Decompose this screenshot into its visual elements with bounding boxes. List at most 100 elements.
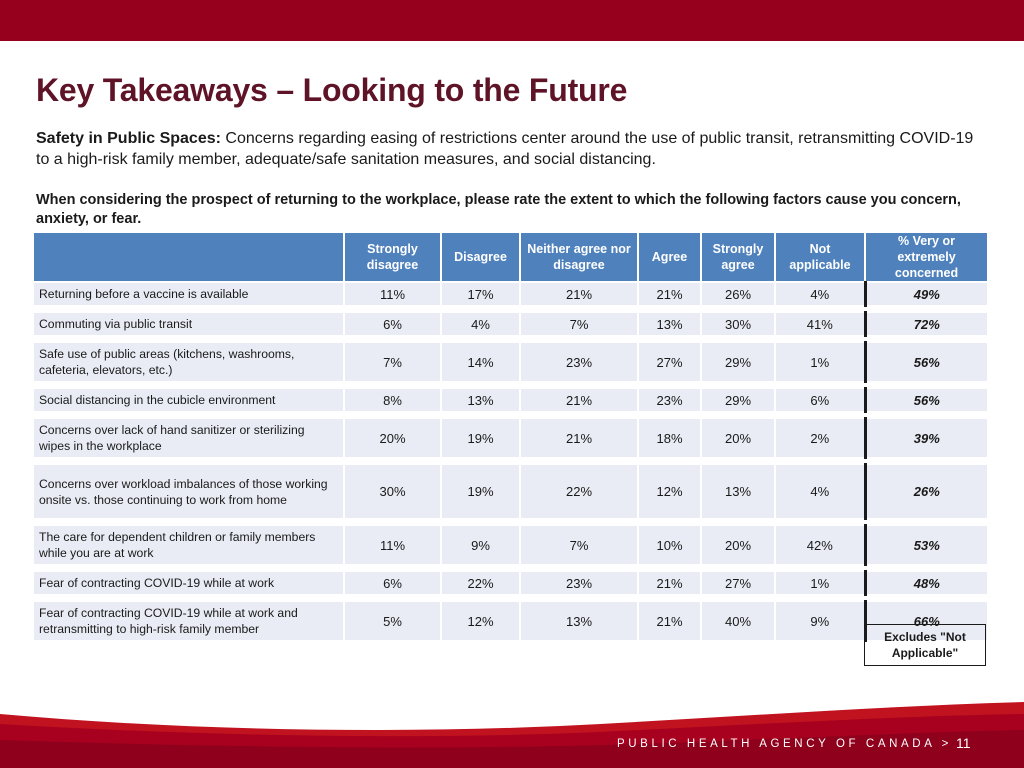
header-percent-concerned: % Very or extremely concerned xyxy=(864,231,989,283)
response-percent-cell: 6% xyxy=(343,570,442,596)
response-percent-cell: 18% xyxy=(637,417,702,459)
row-spacer xyxy=(33,519,988,525)
response-percent-cell: 12% xyxy=(637,463,702,520)
factor-label: Concerns over workload imbalances of tho… xyxy=(32,463,345,520)
table-row: Safe use of public areas (kitchens, wash… xyxy=(32,341,989,383)
response-percent-cell: 19% xyxy=(440,463,521,520)
response-percent-cell: 7% xyxy=(519,311,639,337)
table-row: Returning before a vaccine is available 1… xyxy=(32,281,989,307)
header-disagree: Disagree xyxy=(440,231,521,283)
row-spacer xyxy=(33,336,988,342)
table-row: Concerns over lack of hand sanitizer or … xyxy=(32,417,989,459)
response-percent-cell: 40% xyxy=(700,600,776,642)
row-spacer xyxy=(33,412,988,418)
response-percent-cell: 42% xyxy=(774,524,866,566)
response-percent-cell: 22% xyxy=(519,463,639,520)
response-percent-cell: 22% xyxy=(440,570,521,596)
footer-band xyxy=(0,700,1024,768)
table-row: Fear of contracting COVID-19 while at wo… xyxy=(32,600,989,642)
row-spacer-cell xyxy=(33,382,988,388)
table-row: Concerns over workload imbalances of tho… xyxy=(32,463,989,520)
percent-concerned-cell: 72% xyxy=(863,311,989,337)
factor-label: Concerns over lack of hand sanitizer or … xyxy=(32,417,345,459)
response-percent-cell: 21% xyxy=(637,570,702,596)
intro-paragraph: Safety in Public Spaces: Concerns regard… xyxy=(36,128,986,170)
factor-label: Fear of contracting COVID-19 while at wo… xyxy=(32,600,345,642)
top-brand-bar xyxy=(0,0,1024,41)
response-percent-cell: 14% xyxy=(440,341,521,383)
response-percent-cell: 21% xyxy=(637,281,702,307)
response-percent-cell: 13% xyxy=(519,600,639,642)
response-percent-cell: 2% xyxy=(774,417,866,459)
excludes-not-applicable-note: Excludes "Not Applicable" xyxy=(864,624,986,666)
factor-label: Safe use of public areas (kitchens, wash… xyxy=(32,341,345,383)
agency-name: PUBLIC HEALTH AGENCY OF CANADA > xyxy=(617,738,952,750)
response-percent-cell: 7% xyxy=(519,524,639,566)
percent-concerned-cell: 48% xyxy=(863,570,989,596)
response-percent-cell: 17% xyxy=(440,281,521,307)
header-neither: Neither agree nor disagree xyxy=(519,231,639,283)
response-percent-cell: 4% xyxy=(774,463,866,520)
row-spacer-cell xyxy=(33,412,988,418)
row-spacer-cell xyxy=(33,306,988,312)
response-percent-cell: 4% xyxy=(440,311,521,337)
row-spacer xyxy=(33,458,988,464)
response-percent-cell: 23% xyxy=(519,570,639,596)
response-percent-cell: 29% xyxy=(700,341,776,383)
row-spacer xyxy=(33,382,988,388)
response-percent-cell: 20% xyxy=(700,417,776,459)
factor-label: Returning before a vaccine is available xyxy=(32,281,345,307)
page-number: 11 xyxy=(956,735,971,751)
response-percent-cell: 13% xyxy=(700,463,776,520)
response-percent-cell: 10% xyxy=(637,524,702,566)
percent-concerned-cell: 56% xyxy=(863,387,989,413)
response-percent-cell: 6% xyxy=(774,387,866,413)
table-row: The care for dependent children or famil… xyxy=(32,524,989,566)
response-percent-cell: 21% xyxy=(519,387,639,413)
response-percent-cell: 7% xyxy=(343,341,442,383)
row-spacer-cell xyxy=(33,595,988,601)
percent-concerned-cell: 53% xyxy=(863,524,989,566)
percent-concerned-cell: 39% xyxy=(863,417,989,459)
percent-concerned-cell: 49% xyxy=(863,281,989,307)
row-spacer-cell xyxy=(33,458,988,464)
survey-question: When considering the prospect of returni… xyxy=(36,192,961,227)
row-spacer xyxy=(33,565,988,571)
footer-wave-graphic xyxy=(0,702,1024,768)
response-percent-cell: 26% xyxy=(700,281,776,307)
response-percent-cell: 6% xyxy=(343,311,442,337)
intro-label: Safety in Public Spaces: xyxy=(36,130,221,147)
response-percent-cell: 13% xyxy=(637,311,702,337)
table-row: Commuting via public transit 6% 4% 7% 13% 30%… xyxy=(32,311,989,337)
response-percent-cell: 27% xyxy=(700,570,776,596)
intro-text: Concerns regarding easing of restriction… xyxy=(36,130,974,168)
row-spacer-cell xyxy=(33,519,988,525)
response-percent-cell: 27% xyxy=(637,341,702,383)
header-strongly-agree: Strongly agree xyxy=(700,231,776,283)
header-not-applicable: Not applicable xyxy=(774,231,866,283)
response-percent-cell: 20% xyxy=(343,417,442,459)
factor-label: The care for dependent children or famil… xyxy=(32,524,345,566)
table-row: Social distancing in the cubicle environ… xyxy=(32,387,989,413)
percent-concerned-cell: 56% xyxy=(863,341,989,383)
response-percent-cell: 1% xyxy=(774,570,866,596)
response-percent-cell: 5% xyxy=(343,600,442,642)
response-percent-cell: 21% xyxy=(519,281,639,307)
response-percent-cell: 23% xyxy=(637,387,702,413)
response-percent-cell: 21% xyxy=(637,600,702,642)
table-row: Fear of contracting COVID-19 while at wo… xyxy=(32,570,989,596)
factor-label: Social distancing in the cubicle environ… xyxy=(32,387,345,413)
factor-label: Commuting via public transit xyxy=(32,311,345,337)
percent-concerned-cell: 26% xyxy=(863,463,989,520)
response-percent-cell: 12% xyxy=(440,600,521,642)
response-percent-cell: 30% xyxy=(700,311,776,337)
response-percent-cell: 13% xyxy=(440,387,521,413)
percent-concerned-cell: 66% xyxy=(863,600,989,642)
row-spacer-cell xyxy=(33,565,988,571)
factor-label: Fear of contracting COVID-19 while at wo… xyxy=(32,570,345,596)
response-percent-cell: 21% xyxy=(519,417,639,459)
response-percent-cell: 4% xyxy=(774,281,866,307)
response-percent-cell: 30% xyxy=(343,463,442,520)
results-table: Strongly disagree Disagree Neither agree… xyxy=(32,231,989,642)
response-percent-cell: 9% xyxy=(774,600,866,642)
